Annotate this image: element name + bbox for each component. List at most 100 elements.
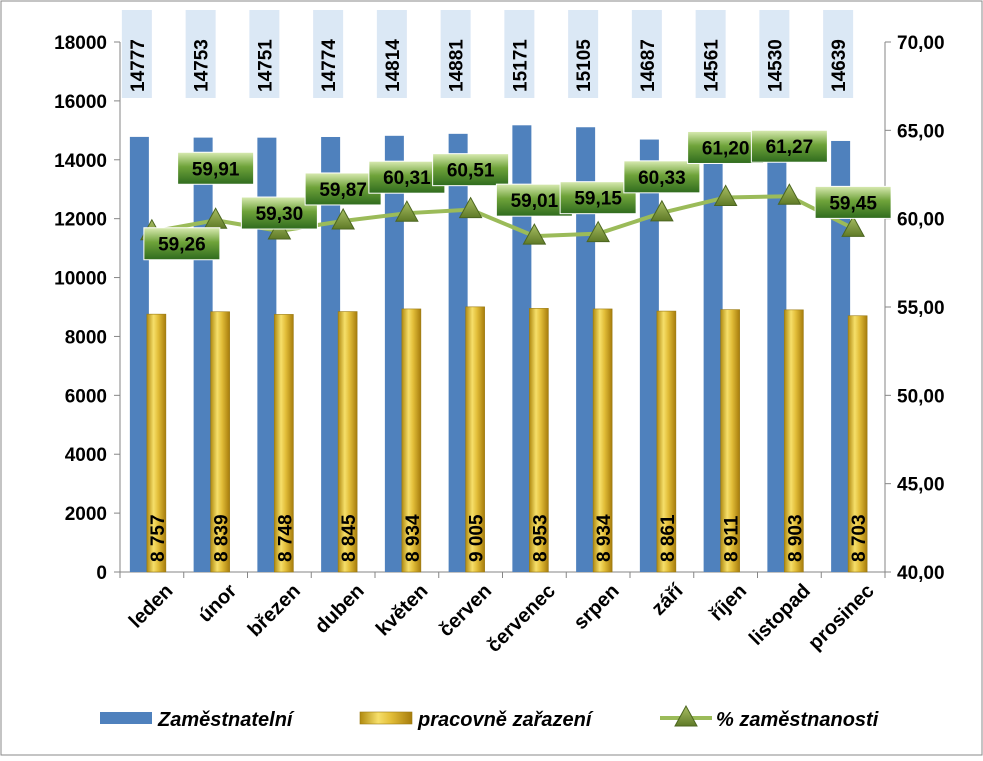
data-label-zamestnanosti: 59,91 <box>192 159 240 180</box>
y-right-tick-label: 70,00 <box>897 33 945 54</box>
data-label-pracovne-zarazeni: 8 748 <box>275 514 296 562</box>
data-label-zamestnatelni: 15171 <box>510 39 531 92</box>
bars <box>129 125 868 573</box>
data-label-pracovne-zarazeni: 8 861 <box>658 514 679 562</box>
data-label-pracovne-zarazeni: 8 934 <box>594 514 615 562</box>
y-left-tick-label: 2000 <box>65 504 107 525</box>
y-right-tick-label: 50,00 <box>897 386 945 407</box>
bar-zamestnatelni <box>129 136 149 572</box>
bar-pracovne-zarazeni <box>847 315 868 573</box>
y-left-tick-label: 4000 <box>65 445 107 466</box>
bar-pracovne-zarazeni <box>146 313 167 573</box>
legend: Zaměstnatelní pracovně zařazení % zaměstna… <box>100 704 879 731</box>
data-label-pracovne-zarazeni: 8 953 <box>530 514 551 562</box>
label-box-zamestnanosti <box>814 185 892 219</box>
y-left-tick-label: 0 <box>96 563 107 584</box>
label-box-zamestnanosti <box>143 227 221 261</box>
bar-zamestnatelni <box>512 125 532 572</box>
bar-pracovne-zarazeni <box>401 308 422 573</box>
label-box-zamestnatelni <box>759 10 790 98</box>
label-box-zamestnanosti <box>623 160 701 194</box>
data-label-pracovne-zarazeni: 8 703 <box>849 514 870 562</box>
data-label-zamestnanosti: 59,30 <box>256 204 304 225</box>
label-box-zamestnatelni <box>504 10 535 98</box>
y-right-tick-label: 65,00 <box>897 121 945 142</box>
data-label-zamestnanosti: 59,01 <box>511 191 559 212</box>
marker-zamestnanosti <box>331 207 355 230</box>
data-label-zamestnanosti: 60,31 <box>383 168 431 189</box>
data-label-zamestnanosti: 59,87 <box>319 180 367 201</box>
y-left-tick-label: 12000 <box>54 210 107 231</box>
marker-zamestnanosti <box>586 220 610 243</box>
bar-zamestnatelni <box>448 133 468 572</box>
y-left-tick-label: 18000 <box>54 33 107 54</box>
bar-pracovne-zarazeni <box>465 306 485 573</box>
y-right-tick-label: 45,00 <box>897 475 945 496</box>
data-label-zamestnatelni: 14639 <box>829 39 850 92</box>
marker-zamestnanosti <box>395 200 419 222</box>
bar-pracovne-zarazeni <box>337 311 358 573</box>
marker-zamestnanosti <box>650 199 674 222</box>
label-box-zamestnatelni <box>121 10 152 98</box>
bar-zamestnatelni <box>767 144 787 572</box>
y-left-tick-label: 8000 <box>65 327 107 348</box>
data-label-pracovne-zarazeni: 9 005 <box>467 514 488 562</box>
label-box-zamestnanosti <box>240 196 318 230</box>
bar-zamestnatelni <box>321 136 341 572</box>
y-left-tick-label: 10000 <box>54 269 107 290</box>
data-label-zamestnatelni: 14530 <box>765 39 786 92</box>
bar-pracovne-zarazeni <box>274 314 294 573</box>
data-label-zamestnatelni: 14751 <box>255 39 276 92</box>
bar-zamestnatelni <box>193 137 213 572</box>
label-box-zamestnatelni <box>249 10 280 98</box>
legend-label-pracovne-zarazeni: pracovně zařazení <box>417 709 594 731</box>
marker-zamestnanosti <box>522 223 547 245</box>
data-label-zamestnanosti: 61,20 <box>702 138 750 159</box>
data-label-pracovne-zarazeni: 8 903 <box>785 514 806 562</box>
label-box-zamestnatelni <box>313 10 344 98</box>
label-box-zamestnatelni <box>440 10 471 98</box>
data-label-pracovne-zarazeni: 8 757 <box>148 514 169 562</box>
data-label-zamestnanosti: 60,51 <box>447 161 495 182</box>
y-right-tick-label: 55,00 <box>897 298 945 319</box>
data-labels: 14777 14753 14751 14774 14814 14881 15171 15105… <box>121 10 892 562</box>
marker-zamestnanosti <box>841 215 865 237</box>
data-label-zamestnatelni: 14687 <box>638 39 659 92</box>
label-box-zamestnanosti <box>177 151 255 185</box>
data-label-zamestnatelni: 14753 <box>192 39 213 92</box>
label-box-zamestnatelni <box>568 10 599 98</box>
data-label-zamestnanosti: 59,15 <box>574 189 622 210</box>
data-label-zamestnanosti: 60,33 <box>638 168 686 189</box>
label-box-zamestnanosti <box>432 153 510 187</box>
data-label-pracovne-zarazeni: 8 934 <box>403 514 424 562</box>
legend-marker-zamestnanosti <box>674 704 698 727</box>
label-box-zamestnanosti <box>750 129 828 163</box>
data-label-zamestnatelni: 15105 <box>574 39 595 92</box>
label-box-zamestnatelni <box>695 10 726 98</box>
data-label-zamestnatelni: 14881 <box>447 39 468 92</box>
label-box-zamestnatelni <box>823 10 854 98</box>
bar-zamestnatelni <box>831 140 851 573</box>
label-box-zamestnatelni <box>376 10 407 98</box>
data-label-pracovne-zarazeni: 8 839 <box>212 514 233 562</box>
bar-pracovne-zarazeni <box>784 309 804 573</box>
y-right-tick-label: 40,00 <box>897 563 945 584</box>
legend-label-zamestnanosti: % zaměstnanosti <box>716 709 879 731</box>
bar-pracovne-zarazeni <box>592 308 613 573</box>
y-left-tick-label: 14000 <box>54 151 107 172</box>
label-box-zamestnatelni <box>631 10 662 98</box>
data-label-zamestnatelni: 14814 <box>383 39 404 92</box>
data-label-pracovne-zarazeni: 8 911 <box>722 515 743 562</box>
data-label-zamestnatelni: 14774 <box>319 39 340 92</box>
bar-zamestnatelni <box>257 137 277 573</box>
bar-pracovne-zarazeni <box>656 310 677 573</box>
y-right-tick-label: 60,00 <box>897 210 945 231</box>
label-box-zamestnatelni <box>185 10 216 98</box>
bar-pracovne-zarazeni <box>529 308 549 573</box>
data-label-zamestnanosti: 61,27 <box>766 137 814 158</box>
data-label-zamestnatelni: 14561 <box>702 39 723 92</box>
bar-pracovne-zarazeni <box>210 311 230 573</box>
bar-zamestnatelni <box>639 139 659 572</box>
